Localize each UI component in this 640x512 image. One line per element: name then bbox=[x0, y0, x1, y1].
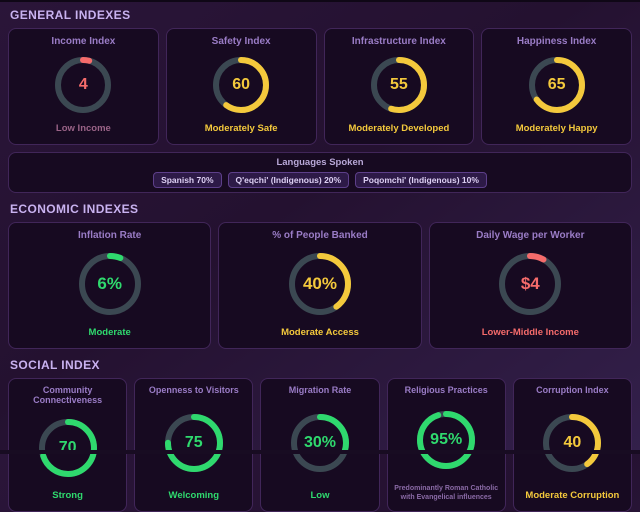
religious-practices-card: Religious Practices 95% Predominantly Ro… bbox=[386, 378, 506, 512]
safety-index-card: Safety Index 60 Moderately Safe bbox=[165, 28, 317, 145]
language-pills: Spanish 70% Q'eqchi' (Indigenous) 20% Po… bbox=[153, 172, 487, 188]
infrastructure-index-card: Infrastructure Index 55 Moderately Devel… bbox=[323, 28, 475, 145]
gauge-value: 6% bbox=[97, 273, 122, 293]
daily-wage-gauge: $4 bbox=[497, 251, 563, 317]
infrastructure-index-title: Infrastructure Index bbox=[351, 36, 446, 47]
inflation-rate-gauge: 6% bbox=[77, 251, 143, 317]
religious-practices-gauge: 95% bbox=[416, 410, 476, 470]
happiness-index-title: Happiness Index bbox=[516, 36, 597, 47]
openness-to-visitors-title: Openness to Visitors bbox=[148, 385, 239, 395]
gauge-value: 40% bbox=[302, 273, 337, 293]
people-banked-title: % of People Banked bbox=[272, 230, 368, 241]
people-banked-card: % of People Banked 40% Moderate Access bbox=[218, 222, 422, 349]
language-pill-spanish: Spanish 70% bbox=[153, 172, 222, 188]
inflation-rate-title: Inflation Rate bbox=[77, 230, 142, 241]
status-label: Low Income bbox=[55, 122, 111, 134]
openness-to-visitors-card: Openness to Visitors 75 Welcoming bbox=[134, 378, 254, 512]
migration-rate-card: Migration Rate 30% Low bbox=[260, 378, 380, 512]
donut-gauge bbox=[528, 56, 585, 113]
income-index-card: Income Index 4 Low Income bbox=[8, 28, 159, 145]
gauge-value: 4 bbox=[78, 75, 88, 93]
status-label: Lower-Middle Income bbox=[481, 326, 579, 338]
languages-spoken-card: Languages Spoken Spanish 70% Q'eqchi' (I… bbox=[8, 152, 632, 193]
donut-gauge bbox=[288, 252, 351, 315]
status-label: Moderate Corruption bbox=[525, 489, 620, 501]
community-connectiveness-title: Community Connectiveness bbox=[33, 385, 103, 405]
daily-wage-title: Daily Wage per Worker bbox=[476, 230, 585, 241]
gauge-value: 75 bbox=[184, 433, 203, 451]
donut-gauge bbox=[213, 56, 270, 113]
community-connectiveness-card: Community Connectiveness 70 Strong bbox=[8, 378, 128, 512]
community-connectiveness-gauge: 70 bbox=[38, 418, 98, 478]
economic-indexes-row: Inflation Rate 6% Moderate % of People B… bbox=[8, 222, 632, 349]
status-label: Moderate Access bbox=[281, 326, 359, 338]
donut-gauge bbox=[55, 56, 112, 113]
migration-rate-title: Migration Rate bbox=[288, 385, 352, 395]
language-pill-poqomchi: Poqomchi' (Indigenous) 10% bbox=[355, 172, 487, 188]
economic-indexes-header: ECONOMIC INDEXES bbox=[10, 202, 139, 216]
status-label: Welcoming bbox=[168, 489, 220, 501]
income-index-gauge: 4 bbox=[54, 56, 112, 114]
happiness-index-gauge: 65 bbox=[528, 56, 586, 114]
donut-gauge bbox=[499, 252, 562, 315]
openness-to-visitors-gauge: 75 bbox=[164, 413, 224, 473]
status-label: Predominantly Roman Catholic with Evange… bbox=[394, 484, 499, 501]
inflation-rate-card: Inflation Rate 6% Moderate bbox=[8, 222, 212, 349]
section-general-indexes: GENERAL INDEXES Income Index 4 Low Incom… bbox=[8, 8, 632, 193]
languages-spoken-title: Languages Spoken bbox=[276, 157, 364, 168]
corruption-index-title: Corruption Index bbox=[536, 385, 609, 395]
daily-wage-card: Daily Wage per Worker $4 Lower-Middle In… bbox=[428, 222, 632, 349]
general-indexes-row: Income Index 4 Low Income Safety Index 6… bbox=[8, 28, 632, 145]
social-index-header: SOCIAL INDEX bbox=[10, 358, 100, 372]
safety-index-title: Safety Index bbox=[211, 36, 271, 47]
language-pill-qeqchi: Q'eqchi' (Indigenous) 20% bbox=[227, 172, 350, 188]
gauge-value: 55 bbox=[389, 75, 408, 93]
gauge-value: 30% bbox=[303, 433, 336, 451]
donut-gauge bbox=[370, 56, 427, 113]
gauge-value: 60 bbox=[232, 75, 251, 93]
safety-index-gauge: 60 bbox=[212, 56, 270, 114]
happiness-index-card: Happiness Index 65 Moderately Happy bbox=[481, 28, 632, 145]
migration-rate-gauge: 30% bbox=[290, 413, 350, 473]
section-economic-indexes: ECONOMIC INDEXES Inflation Rate 6% Moder… bbox=[8, 202, 632, 349]
religious-practices-title: Religious Practices bbox=[404, 385, 488, 395]
gauge-value: 70 bbox=[58, 438, 77, 456]
status-label: Moderately Safe bbox=[204, 122, 278, 134]
status-label: Moderately Happy bbox=[515, 122, 598, 134]
people-banked-gauge: 40% bbox=[287, 251, 353, 317]
corruption-index-gauge: 40 bbox=[542, 413, 602, 473]
income-index-title: Income Index bbox=[51, 36, 116, 47]
corruption-index-card: Corruption Index 40 Moderate Corruption bbox=[512, 378, 632, 512]
infrastructure-index-gauge: 55 bbox=[370, 56, 428, 114]
gauge-value: 65 bbox=[547, 75, 566, 93]
status-label: Moderately Developed bbox=[348, 122, 450, 134]
status-label: Strong bbox=[52, 489, 83, 501]
donut-gauge bbox=[78, 252, 141, 315]
gauge-value: 95% bbox=[430, 430, 463, 448]
social-index-row: Community Connectiveness 70 Strong Openn… bbox=[8, 378, 632, 512]
section-social-index: SOCIAL INDEX Community Connectiveness 70… bbox=[8, 358, 632, 512]
status-label: Moderate bbox=[88, 326, 131, 338]
status-label: Low bbox=[310, 489, 330, 501]
gauge-value: $4 bbox=[520, 273, 540, 293]
gauge-value: 40 bbox=[563, 433, 582, 451]
general-indexes-header: GENERAL INDEXES bbox=[10, 8, 131, 22]
